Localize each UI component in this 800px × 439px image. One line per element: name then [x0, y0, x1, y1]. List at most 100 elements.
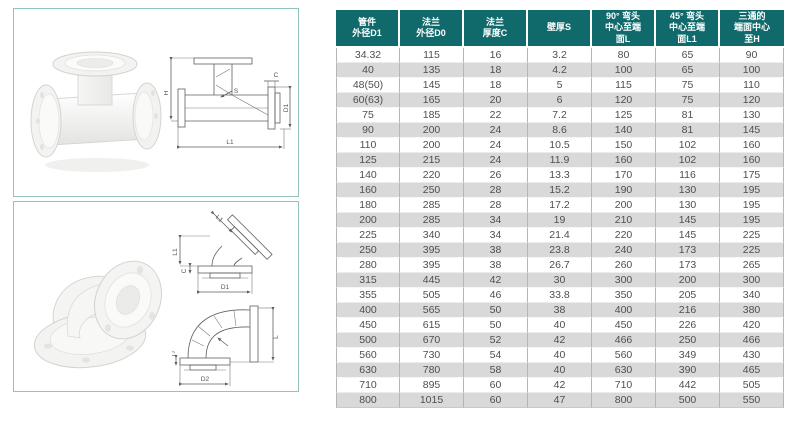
table-cell: 75 — [656, 92, 720, 108]
table-cell: 550 — [720, 392, 784, 408]
table-cell: 390 — [656, 362, 720, 378]
table-cell: 50 — [464, 317, 528, 333]
table-row: 160 250 28 15.2 190 130 195 — [336, 182, 784, 198]
spec-table: 管件 外径D1 法兰 外径D0 法兰 厚度C 壁厚S 90° 弯头 中心至端 面… — [336, 10, 784, 408]
table-cell: 75 — [336, 107, 400, 123]
table-cell: 81 — [656, 122, 720, 138]
table-cell: 38 — [464, 242, 528, 258]
table-row: 110 200 24 10.5 150 102 160 — [336, 137, 784, 153]
table-cell: 173 — [656, 242, 720, 258]
table-cell: 24 — [464, 137, 528, 153]
table-cell: 110 — [720, 77, 784, 93]
table-cell: 400 — [336, 302, 400, 318]
table-cell: 565 — [400, 302, 464, 318]
table-cell: 285 — [400, 197, 464, 213]
table-cell: 110 — [336, 137, 400, 153]
table-row: 140 220 26 13.3 170 116 175 — [336, 167, 784, 183]
elbow90-dim-l: L — [273, 335, 280, 339]
table-cell: 466 — [720, 332, 784, 348]
table-cell: 210 — [592, 212, 656, 228]
tee-dimension-drawing: H C S L1 D1 — [164, 56, 292, 149]
table-cell: 500 — [656, 392, 720, 408]
table-cell: 130 — [656, 182, 720, 198]
table-cell: 42 — [528, 332, 592, 348]
table-row: 800 1015 60 47 800 500 550 — [336, 392, 784, 408]
table-cell: 349 — [656, 347, 720, 363]
table-cell: 26 — [464, 167, 528, 183]
table-cell: 560 — [336, 347, 400, 363]
table-cell: 300 — [592, 272, 656, 288]
table-cell: 466 — [592, 332, 656, 348]
table-cell: 420 — [720, 317, 784, 333]
table-cell: 465 — [720, 362, 784, 378]
table-cell: 130 — [720, 107, 784, 123]
table-row: 125 215 24 11.9 160 102 160 — [336, 152, 784, 168]
table-cell: 20 — [464, 92, 528, 108]
table-cell: 160 — [592, 152, 656, 168]
table-cell: 8.6 — [528, 122, 592, 138]
table-cell: 340 — [400, 227, 464, 243]
table-cell: 60 — [464, 392, 528, 408]
table-cell: 160 — [720, 152, 784, 168]
table-cell: 170 — [592, 167, 656, 183]
tee-dim-c: C — [274, 72, 279, 79]
table-cell: 560 — [592, 347, 656, 363]
table-cell: 450 — [336, 317, 400, 333]
table-row: 225 340 34 21.4 220 145 225 — [336, 227, 784, 243]
table-row: 630 780 58 40 630 390 465 — [336, 362, 784, 378]
spec-table-container: 管件 外径D1 法兰 外径D0 法兰 厚度C 壁厚S 90° 弯头 中心至端 面… — [336, 10, 784, 408]
table-cell: 60 — [464, 377, 528, 393]
table-cell: 90 — [720, 47, 784, 63]
table-cell: 220 — [400, 167, 464, 183]
table-row: 400 565 50 38 400 216 380 — [336, 302, 784, 318]
table-row: 40 135 18 4.2 100 65 100 — [336, 62, 784, 78]
table-cell: 47 — [528, 392, 592, 408]
table-cell: 48(50) — [336, 77, 400, 93]
table-cell: 615 — [400, 317, 464, 333]
elbow45-dim-l1-incline: L1 — [214, 214, 224, 224]
table-cell: 160 — [720, 137, 784, 153]
table-row: 560 730 54 40 560 349 430 — [336, 347, 784, 363]
table-cell: 115 — [400, 47, 464, 63]
table-cell: 145 — [656, 227, 720, 243]
table-cell: 445 — [400, 272, 464, 288]
table-cell: 800 — [336, 392, 400, 408]
table-cell: 18 — [464, 62, 528, 78]
table-cell: 173 — [656, 257, 720, 273]
table-cell: 225 — [720, 242, 784, 258]
table-cell: 15.2 — [528, 182, 592, 198]
table-cell: 16 — [464, 47, 528, 63]
elbow-photo — [33, 260, 162, 369]
table-row: 250 395 38 23.8 240 173 225 — [336, 242, 784, 258]
table-cell: 24 — [464, 122, 528, 138]
table-cell: 52 — [464, 332, 528, 348]
table-cell: 395 — [400, 257, 464, 273]
table-cell: 730 — [400, 347, 464, 363]
table-cell: 80 — [592, 47, 656, 63]
table-cell: 11.9 — [528, 152, 592, 168]
table-cell: 400 — [592, 302, 656, 318]
column-header-pipe-od: 管件 外径D1 — [336, 10, 400, 48]
table-cell: 226 — [656, 317, 720, 333]
table-cell: 280 — [336, 257, 400, 273]
table-row: 280 395 38 26.7 260 173 265 — [336, 257, 784, 273]
table-cell: 395 — [400, 242, 464, 258]
table-cell: 5 — [528, 77, 592, 93]
table-cell: 42 — [464, 272, 528, 288]
table-cell: 13.3 — [528, 167, 592, 183]
table-cell: 81 — [656, 107, 720, 123]
elbow-90-dimension-drawing: C L D2 — [172, 305, 280, 386]
table-cell: 225 — [336, 227, 400, 243]
table-row: 710 895 60 42 710 442 505 — [336, 377, 784, 393]
table-cell: 140 — [592, 122, 656, 138]
table-cell: 100 — [592, 62, 656, 78]
table-cell: 225 — [720, 227, 784, 243]
table-row: 500 670 52 42 466 250 466 — [336, 332, 784, 348]
table-cell: 6 — [528, 92, 592, 108]
table-cell: 380 — [720, 302, 784, 318]
table-cell: 116 — [656, 167, 720, 183]
table-cell: 102 — [656, 137, 720, 153]
table-cell: 125 — [336, 152, 400, 168]
table-cell: 190 — [592, 182, 656, 198]
table-cell: 670 — [400, 332, 464, 348]
